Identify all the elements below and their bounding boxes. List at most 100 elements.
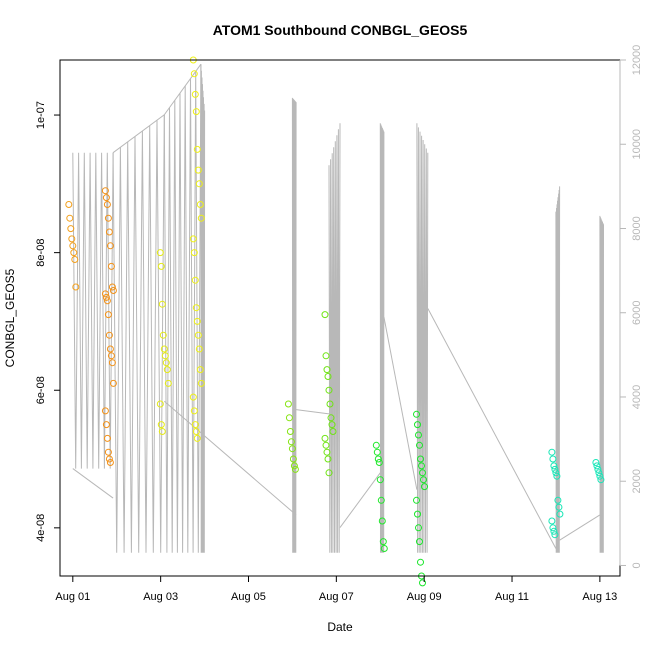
data-point bbox=[159, 331, 167, 339]
data-point bbox=[192, 428, 200, 435]
data-point bbox=[548, 448, 556, 456]
transit-line bbox=[339, 472, 381, 528]
data-point bbox=[413, 496, 420, 504]
data-point bbox=[325, 386, 333, 394]
data-point bbox=[106, 459, 114, 466]
data-point bbox=[321, 311, 329, 319]
data-point bbox=[192, 304, 200, 312]
y-tick-label: 8e-08 bbox=[35, 239, 47, 267]
data-point bbox=[323, 366, 331, 374]
data-point bbox=[193, 434, 201, 442]
x-tick-label: Aug 11 bbox=[495, 591, 529, 603]
data-point bbox=[419, 579, 426, 587]
data-point bbox=[324, 455, 332, 463]
data-point bbox=[101, 290, 109, 298]
data-point bbox=[553, 472, 561, 480]
data-point bbox=[377, 496, 385, 504]
data-point bbox=[105, 228, 113, 236]
data-point bbox=[549, 455, 557, 463]
transit-line bbox=[383, 316, 418, 490]
data-point bbox=[66, 214, 74, 222]
x-tick-label: Aug 03 bbox=[143, 591, 178, 603]
data-point bbox=[291, 465, 299, 473]
data-point bbox=[158, 300, 166, 308]
data-point bbox=[285, 414, 293, 422]
x-axis: Aug 01 Aug 03 Aug 05 Aug 07 Aug 09 Aug 11 Aug … bbox=[55, 575, 617, 603]
data-point bbox=[156, 249, 164, 257]
y-tick-label: 6e-08 bbox=[35, 376, 47, 404]
data-point bbox=[322, 352, 330, 360]
data-point bbox=[594, 465, 602, 473]
data-point bbox=[416, 441, 423, 449]
x-axis-label: Date bbox=[327, 620, 353, 634]
data-point bbox=[156, 400, 164, 408]
data-point bbox=[592, 459, 600, 466]
data-point bbox=[290, 462, 298, 470]
data-point bbox=[102, 293, 110, 301]
altitude-profile bbox=[328, 123, 341, 553]
y-tick-label: 4e-08 bbox=[35, 514, 47, 542]
data-point bbox=[104, 448, 112, 456]
data-point bbox=[191, 276, 199, 284]
data-point bbox=[595, 469, 603, 477]
data-point bbox=[421, 483, 428, 491]
data-point bbox=[163, 366, 171, 374]
data-point bbox=[189, 393, 197, 401]
data-point bbox=[72, 283, 80, 291]
data-point bbox=[593, 462, 601, 470]
altitude-profile bbox=[599, 215, 604, 553]
data-point bbox=[109, 287, 117, 294]
data-point bbox=[195, 345, 203, 353]
data-point bbox=[321, 434, 329, 442]
transit-line bbox=[163, 400, 297, 516]
data-point bbox=[106, 345, 114, 353]
data-point bbox=[413, 410, 420, 418]
data-point bbox=[417, 558, 424, 566]
altitude-profile bbox=[555, 186, 561, 553]
data-point bbox=[105, 455, 113, 463]
data-point bbox=[192, 108, 200, 116]
data-point bbox=[373, 448, 381, 456]
data-point bbox=[190, 407, 198, 415]
altitude-profile bbox=[379, 123, 385, 553]
data-point bbox=[550, 462, 558, 470]
data-point bbox=[286, 428, 294, 435]
data-point bbox=[323, 448, 331, 456]
data-points bbox=[65, 56, 605, 587]
data-point bbox=[195, 180, 203, 188]
transit-line bbox=[72, 468, 114, 499]
data-point bbox=[328, 421, 336, 429]
altitude-profile bbox=[200, 64, 206, 553]
data-point bbox=[375, 459, 383, 466]
data-point bbox=[556, 510, 564, 518]
altitude-profile bbox=[163, 64, 202, 553]
data-point bbox=[193, 317, 201, 325]
y2-tick-label: 2000 bbox=[631, 469, 643, 493]
data-point bbox=[288, 445, 296, 453]
data-point bbox=[379, 538, 387, 546]
transit-line bbox=[112, 114, 165, 154]
data-point bbox=[197, 379, 205, 387]
data-point bbox=[106, 242, 114, 250]
data-point bbox=[416, 538, 423, 546]
data-point bbox=[103, 434, 111, 442]
data-point bbox=[101, 187, 109, 195]
data-point bbox=[70, 249, 78, 257]
data-point bbox=[554, 496, 562, 504]
data-point bbox=[322, 441, 330, 449]
data-point bbox=[552, 469, 560, 477]
data-point bbox=[420, 476, 427, 484]
data-point bbox=[196, 366, 204, 374]
y-axis-right: 0 2000 4000 6000 8000 10000 12000 bbox=[619, 45, 643, 569]
data-point bbox=[372, 441, 380, 449]
altitude-profile bbox=[416, 123, 429, 553]
data-point bbox=[284, 400, 292, 408]
data-point bbox=[555, 503, 563, 511]
transit-line bbox=[427, 308, 557, 549]
data-point bbox=[158, 428, 166, 435]
data-point bbox=[191, 421, 199, 429]
altitude-profile bbox=[112, 114, 165, 553]
data-point bbox=[104, 311, 112, 319]
data-point bbox=[102, 194, 110, 202]
data-point bbox=[551, 531, 559, 539]
